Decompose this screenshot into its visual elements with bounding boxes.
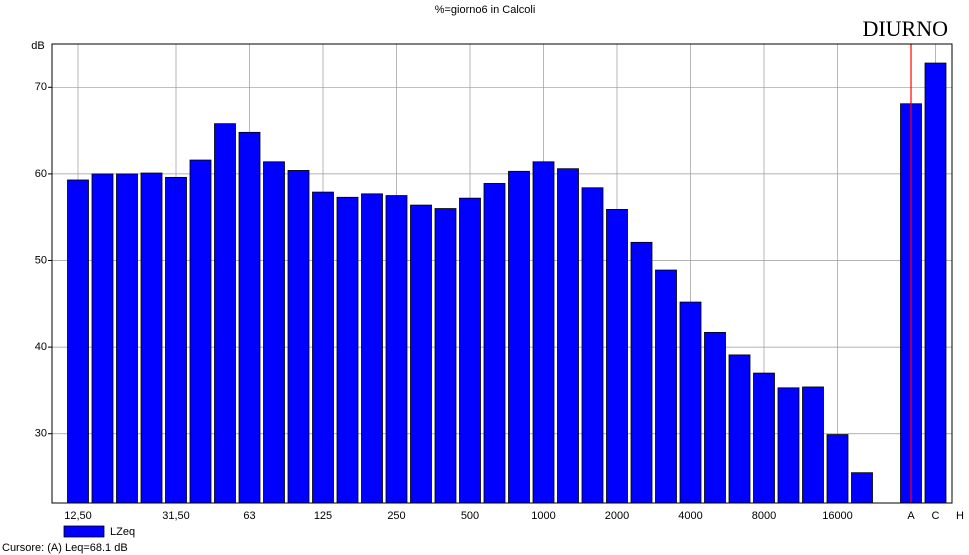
bar <box>312 191 334 504</box>
x-tick-label: H <box>956 510 964 522</box>
x-tick-label: 31,50 <box>162 510 190 522</box>
bar <box>826 434 849 504</box>
bar <box>630 241 653 504</box>
bar <box>214 123 236 504</box>
x-tick-label: 1000 <box>531 510 555 522</box>
bar <box>606 209 628 504</box>
bar <box>140 172 163 504</box>
plot-frame <box>51 43 953 504</box>
bar <box>238 131 261 504</box>
bar <box>410 204 432 504</box>
bar <box>434 208 457 504</box>
bar <box>91 173 114 504</box>
bar <box>361 193 383 504</box>
bar <box>532 161 555 504</box>
x-tick-label: 12,50 <box>64 510 92 522</box>
bar <box>287 170 310 504</box>
bar <box>777 387 800 504</box>
footer: Cursore: (A) Leq=68.1 dB <box>2 542 128 554</box>
bar <box>679 301 702 504</box>
y-axis-label: dB <box>31 40 44 52</box>
x-tick-label: 8000 <box>752 510 776 522</box>
bar <box>116 173 138 504</box>
y-tick-label: 40 <box>35 341 47 353</box>
x-tick-label: 2000 <box>605 510 629 522</box>
legend-label: LZeq <box>110 526 135 538</box>
x-tick-label: 125 <box>314 510 332 522</box>
x-tick-label: 250 <box>387 510 405 522</box>
bar <box>483 183 506 504</box>
y-tick-label: 70 <box>35 81 47 93</box>
bar <box>728 354 751 504</box>
bar <box>802 386 824 504</box>
y-tick-label: 50 <box>35 254 47 266</box>
bar <box>924 62 947 504</box>
bar <box>753 372 775 504</box>
x-tick-label: A <box>907 510 915 522</box>
bar <box>557 168 579 504</box>
chart-title: %=giorno6 in Calcoli <box>435 4 536 16</box>
chart-subtitle: DIURNO <box>862 16 948 41</box>
bar <box>263 161 285 504</box>
x-tick-label: 16000 <box>822 510 853 522</box>
bar <box>655 269 677 504</box>
bar <box>581 187 604 504</box>
y-tick-label: 60 <box>35 168 47 180</box>
x-tick-label: 4000 <box>678 510 702 522</box>
bar <box>508 170 530 504</box>
bar <box>67 179 89 504</box>
legend-swatch <box>63 525 105 538</box>
bar <box>851 472 873 504</box>
bar <box>165 176 187 504</box>
bar <box>704 331 726 504</box>
y-tick-label: 30 <box>35 428 47 440</box>
bar <box>336 196 359 504</box>
x-tick-label: 500 <box>461 510 479 522</box>
bar <box>189 159 212 504</box>
bar <box>459 197 481 504</box>
x-tick-label: C <box>932 510 940 522</box>
bar <box>385 195 408 504</box>
x-tick-label: 63 <box>243 510 255 522</box>
